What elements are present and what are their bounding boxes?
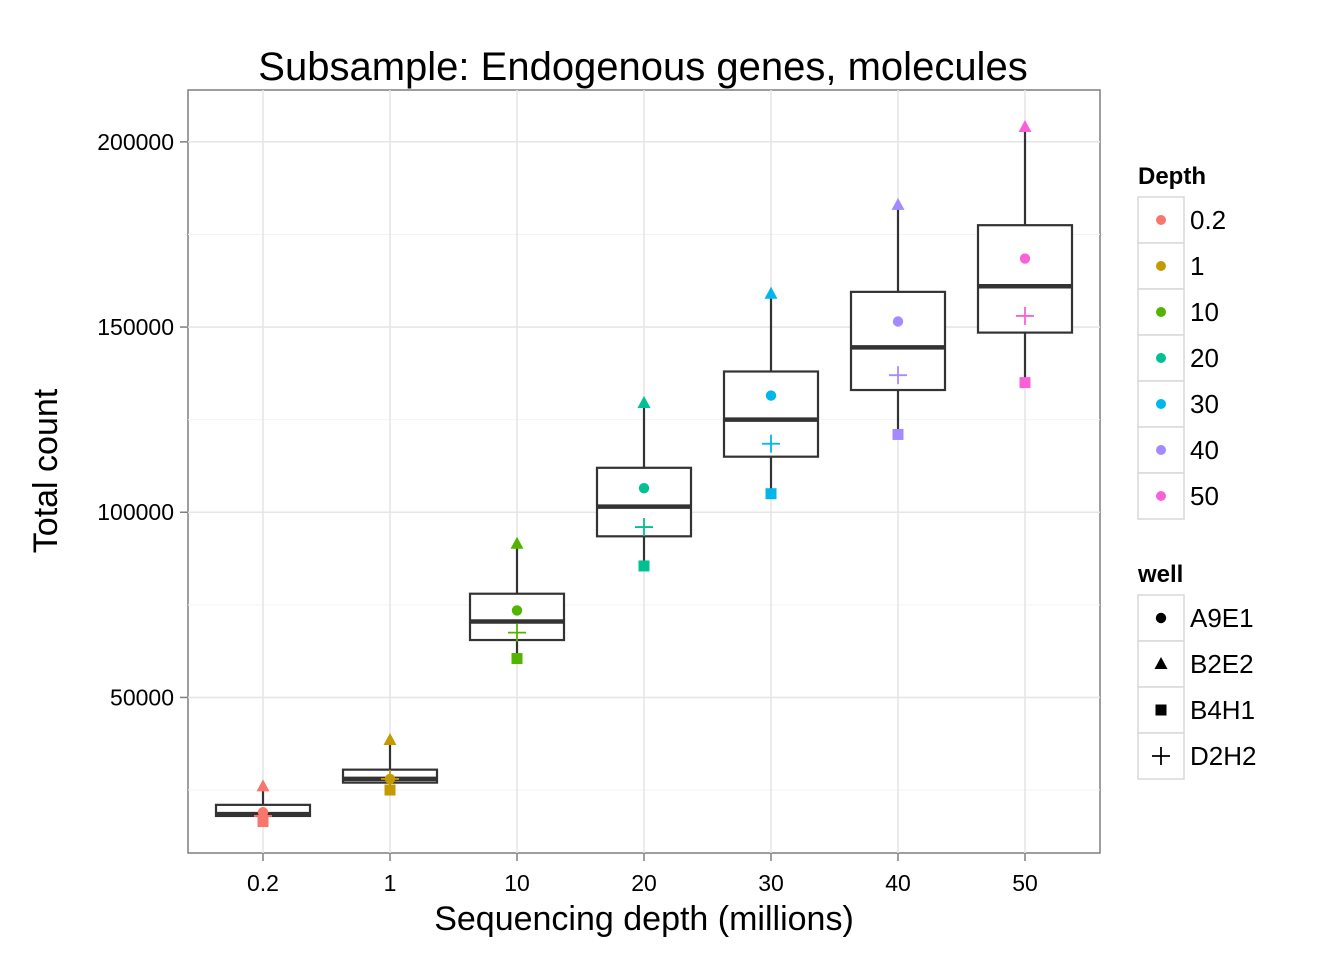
point-b2e2-50 bbox=[1018, 120, 1032, 133]
x-axis: 0.2 1 10 20 30 40 50 bbox=[247, 853, 1038, 896]
point-b4h1-40 bbox=[892, 428, 904, 440]
y-tick-label: 100000 bbox=[97, 499, 174, 525]
legend-depth-label: 1 bbox=[1190, 251, 1204, 281]
points bbox=[254, 120, 1034, 828]
legend-well-label: D2H2 bbox=[1190, 741, 1256, 771]
y-axis: 50000 100000 150000 200000 bbox=[97, 129, 188, 710]
point-d2h2-0.2 bbox=[254, 806, 272, 825]
y-tick-label: 200000 bbox=[97, 129, 174, 155]
chart-title: Subsample: Endogenous genes, molecules bbox=[258, 45, 1027, 89]
legend-well: well A9E1 B2E2 B4H1 D2H2 bbox=[1137, 561, 1256, 780]
legend-depth-title: Depth bbox=[1138, 163, 1206, 190]
point-d2h2-40 bbox=[889, 366, 907, 385]
legend-well-swatch bbox=[1154, 657, 1168, 669]
legend-depth-swatch bbox=[1156, 445, 1166, 455]
legend-depth-swatch bbox=[1156, 307, 1166, 317]
legend-well-label: B4H1 bbox=[1190, 695, 1255, 725]
point-d2h2-50 bbox=[1016, 306, 1034, 325]
box-10 bbox=[468, 543, 566, 659]
y-tick-label: 50000 bbox=[110, 684, 174, 710]
legend-well-title: well bbox=[1137, 561, 1183, 588]
x-tick-label: 20 bbox=[631, 870, 657, 896]
point-b2e2-20 bbox=[637, 395, 651, 408]
legend-depth-key bbox=[1137, 334, 1185, 382]
point-b2e2-10 bbox=[510, 536, 524, 549]
legend-depth-swatch bbox=[1156, 215, 1166, 225]
point-b4h1-20 bbox=[638, 560, 650, 572]
point-b4h1-1 bbox=[384, 784, 396, 796]
point-b4h1-10 bbox=[511, 653, 523, 665]
x-tick-label: 30 bbox=[758, 870, 784, 896]
point-b2e2-30 bbox=[764, 286, 778, 299]
legend-well-swatch bbox=[1152, 747, 1170, 765]
legend-depth: Depth 0.2 1 10 20 30 40 50 bbox=[1137, 163, 1226, 520]
legend-depth-label: 30 bbox=[1190, 389, 1219, 419]
box-30 bbox=[722, 293, 820, 494]
point-b4h1-30 bbox=[765, 488, 777, 500]
legend-depth-swatch bbox=[1156, 353, 1166, 363]
legend-depth-label: 10 bbox=[1190, 297, 1219, 327]
point-d2h2-20 bbox=[635, 518, 653, 537]
legend-depth-swatch bbox=[1156, 399, 1166, 409]
x-tick-label: 40 bbox=[885, 870, 911, 896]
legend-depth-swatch bbox=[1156, 261, 1166, 271]
point-a9e1-30 bbox=[765, 390, 777, 401]
legend-well-label: B2E2 bbox=[1190, 649, 1254, 679]
point-b2e2-40 bbox=[891, 197, 905, 210]
legend-well-label: A9E1 bbox=[1190, 603, 1254, 633]
x-tick-label: 1 bbox=[384, 870, 397, 896]
x-tick-label: 0.2 bbox=[247, 870, 279, 896]
legend-depth-label: 0.2 bbox=[1190, 205, 1226, 235]
legend-depth-label: 20 bbox=[1190, 343, 1219, 373]
y-tick-label: 150000 bbox=[97, 314, 174, 340]
point-d2h2-30 bbox=[762, 434, 780, 453]
point-d2h2-1 bbox=[381, 769, 399, 788]
point-b4h1-50 bbox=[1019, 377, 1031, 389]
legend-depth-label: 50 bbox=[1190, 481, 1219, 511]
point-a9e1-50 bbox=[1019, 253, 1031, 264]
point-a9e1-20 bbox=[638, 482, 650, 494]
point-b2e2-0.2 bbox=[256, 779, 270, 792]
y-axis-title: Total count bbox=[27, 388, 65, 553]
legend-well-swatch bbox=[1155, 704, 1167, 716]
legend-well-swatch bbox=[1155, 612, 1167, 624]
legend-depth-label: 40 bbox=[1190, 435, 1219, 465]
point-b2e2-1 bbox=[383, 733, 397, 746]
point-d2h2-10 bbox=[508, 623, 526, 642]
point-a9e1-40 bbox=[892, 316, 904, 327]
x-axis-title: Sequencing depth (millions) bbox=[434, 900, 854, 938]
legend-depth-swatch bbox=[1156, 491, 1166, 501]
point-a9e1-10 bbox=[511, 605, 523, 616]
x-tick-label: 10 bbox=[504, 870, 530, 896]
x-tick-label: 50 bbox=[1012, 870, 1038, 896]
